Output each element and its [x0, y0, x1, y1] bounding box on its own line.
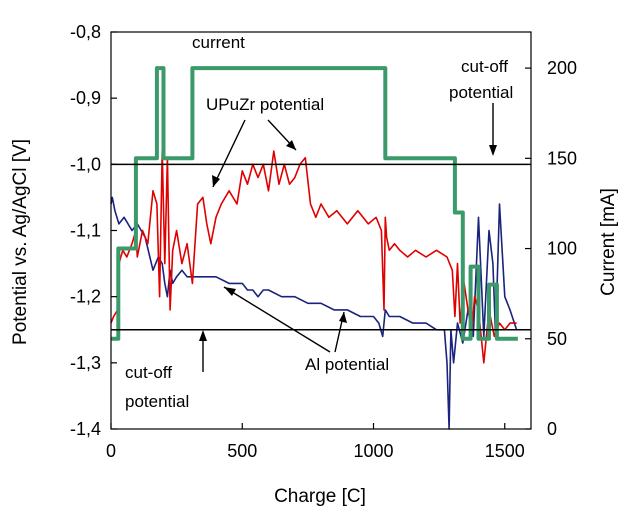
y-right-tick-label: 200	[547, 58, 577, 78]
annotation-upuzr: UPuZr potential	[206, 95, 324, 114]
current-series-line	[111, 66, 518, 341]
annotation-cutoff-top-line1: cut-off	[461, 57, 508, 76]
y-right-tick-label: 100	[547, 239, 577, 259]
reference-lines	[111, 163, 531, 331]
axis-ticks	[110, 31, 531, 430]
y-left-tick-label: -0,8	[70, 22, 101, 42]
annotation-cutoff-bottom-line2: potential	[125, 392, 189, 411]
plot-series	[110, 66, 518, 430]
y-right-tick-label: 0	[547, 419, 557, 439]
y-left-tick-label: -1,0	[70, 154, 101, 174]
y-left-tick-label: -1,3	[70, 353, 101, 373]
x-tick-label: 500	[227, 441, 257, 461]
arrow-al-left-head	[224, 287, 236, 296]
y-right-tick-label: 50	[547, 329, 567, 349]
x-tick-label: 1500	[485, 441, 525, 461]
y-left-tick-label: -1,2	[70, 287, 101, 307]
y-right-tick-label: 150	[547, 148, 577, 168]
al-potential-line	[110, 196, 518, 430]
annotation-cutoff-bottom-line1: cut-off	[125, 363, 172, 382]
arrow-cutoff-top-head	[489, 145, 497, 156]
y-left-tick-label: -0,9	[70, 88, 101, 108]
x-tick-label: 0	[106, 441, 116, 461]
tick-labels: 0 500 1000 1500-0,8-0,9-1,0-1,1-1,2-1,3-1,4…	[70, 22, 577, 461]
y-axis-left-label: Potential vs. Ag/AgCl [V]	[10, 139, 31, 345]
y-axis-right-label: Current [mA]	[598, 188, 619, 296]
y-left-tick-label: -1,1	[70, 221, 101, 241]
y-left-tick-label: -1,4	[70, 419, 101, 439]
annotation-cutoff-top-line2: potential	[449, 83, 513, 102]
annotation-al: Al potential	[305, 355, 389, 374]
arrow-upuzr-left	[212, 119, 246, 188]
arrow-cutoff-bottom-head	[199, 330, 207, 341]
upuzr-potential-line	[110, 150, 517, 364]
arrow-al-left	[223, 286, 331, 353]
arrow-al-right-head	[339, 312, 347, 323]
annotation-arrows	[199, 103, 497, 372]
x-axis-label: Charge [C]	[274, 486, 366, 507]
arrow-upuzr-left-head	[212, 175, 220, 187]
x-tick-label: 1000	[353, 441, 393, 461]
annotation-current: current	[192, 33, 245, 52]
arrow-upuzr-right-head	[286, 140, 296, 150]
